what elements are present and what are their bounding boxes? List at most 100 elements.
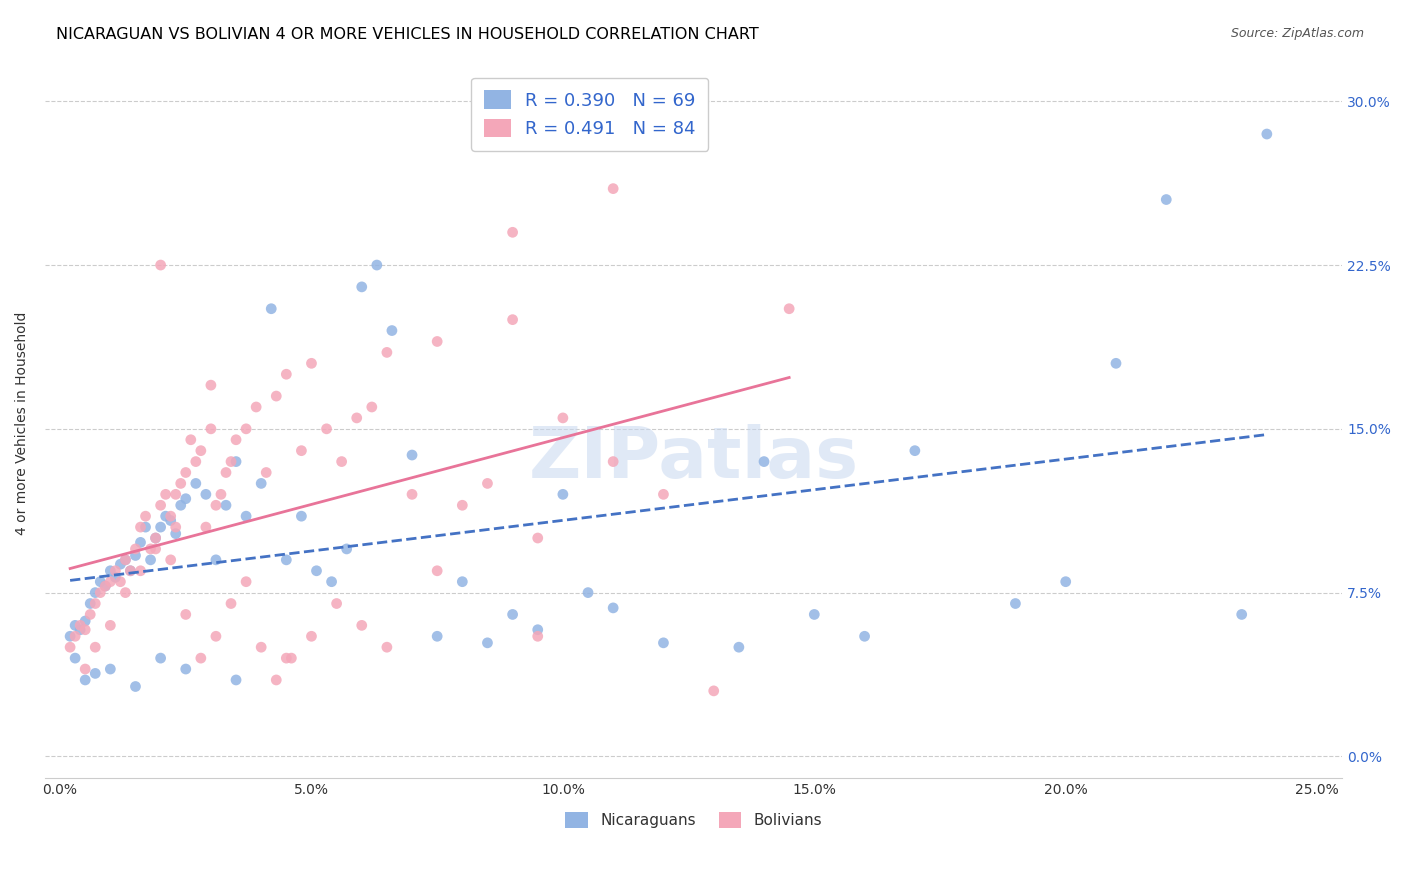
Point: [401, 487, 423, 501]
Point: [174, 607, 197, 622]
Text: NICARAGUAN VS BOLIVIAN 4 OR MORE VEHICLES IN HOUSEHOLD CORRELATION CHART: NICARAGUAN VS BOLIVIAN 4 OR MORE VEHICLE…: [56, 27, 759, 42]
Point: [1230, 607, 1253, 622]
Point: [145, 531, 167, 545]
Point: [135, 509, 157, 524]
Point: [551, 487, 574, 501]
Text: Source: ZipAtlas.com: Source: ZipAtlas.com: [1230, 27, 1364, 40]
Point: [225, 433, 247, 447]
Point: [180, 433, 202, 447]
Point: [551, 411, 574, 425]
Point: [114, 553, 136, 567]
Point: [219, 454, 242, 468]
Point: [149, 498, 172, 512]
Point: [69, 618, 91, 632]
Point: [426, 334, 449, 349]
Point: [502, 225, 524, 239]
Point: [219, 597, 242, 611]
Point: [84, 585, 107, 599]
Point: [89, 574, 111, 589]
Point: [200, 422, 222, 436]
Point: [250, 640, 273, 655]
Point: [602, 181, 624, 195]
Text: ZIPatlas: ZIPatlas: [529, 425, 859, 493]
Point: [381, 324, 404, 338]
Point: [84, 666, 107, 681]
Point: [225, 454, 247, 468]
Point: [79, 607, 101, 622]
Point: [114, 585, 136, 599]
Point: [205, 629, 228, 643]
Point: [139, 541, 162, 556]
Point: [75, 662, 97, 676]
Point: [170, 498, 193, 512]
Point: [174, 466, 197, 480]
Point: [250, 476, 273, 491]
Point: [346, 411, 368, 425]
Point: [1004, 597, 1026, 611]
Point: [1105, 356, 1128, 370]
Point: [426, 629, 449, 643]
Point: [602, 600, 624, 615]
Point: [94, 579, 117, 593]
Point: [145, 531, 167, 545]
Point: [94, 579, 117, 593]
Point: [120, 564, 142, 578]
Point: [502, 312, 524, 326]
Point: [477, 476, 499, 491]
Point: [124, 549, 146, 563]
Point: [652, 636, 675, 650]
Point: [276, 553, 298, 567]
Point: [1054, 574, 1077, 589]
Point: [526, 531, 548, 545]
Point: [728, 640, 751, 655]
Point: [245, 400, 267, 414]
Point: [129, 520, 152, 534]
Point: [174, 662, 197, 676]
Point: [69, 623, 91, 637]
Point: [63, 651, 86, 665]
Point: [336, 541, 359, 556]
Point: [401, 448, 423, 462]
Point: [276, 651, 298, 665]
Point: [98, 662, 121, 676]
Point: [159, 553, 181, 567]
Point: [260, 301, 283, 316]
Point: [194, 520, 217, 534]
Point: [63, 618, 86, 632]
Point: [135, 520, 157, 534]
Point: [301, 629, 323, 643]
Point: [205, 553, 228, 567]
Point: [526, 623, 548, 637]
Point: [165, 526, 187, 541]
Point: [276, 368, 298, 382]
Point: [104, 570, 127, 584]
Point: [98, 618, 121, 632]
Point: [59, 629, 82, 643]
Point: [145, 541, 167, 556]
Point: [63, 629, 86, 643]
Point: [75, 623, 97, 637]
Point: [124, 680, 146, 694]
Point: [602, 454, 624, 468]
Point: [149, 651, 172, 665]
Point: [451, 498, 474, 512]
Point: [84, 597, 107, 611]
Point: [75, 614, 97, 628]
Point: [155, 509, 177, 524]
Point: [98, 564, 121, 578]
Point: [502, 607, 524, 622]
Point: [174, 491, 197, 506]
Point: [290, 509, 312, 524]
Point: [853, 629, 876, 643]
Point: [235, 509, 257, 524]
Point: [652, 487, 675, 501]
Point: [315, 422, 337, 436]
Point: [375, 345, 398, 359]
Point: [165, 487, 187, 501]
Point: [149, 520, 172, 534]
Point: [194, 487, 217, 501]
Point: [124, 541, 146, 556]
Point: [526, 629, 548, 643]
Point: [170, 476, 193, 491]
Point: [129, 535, 152, 549]
